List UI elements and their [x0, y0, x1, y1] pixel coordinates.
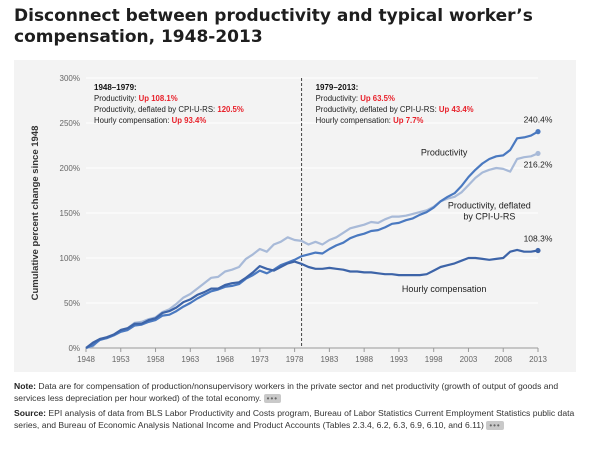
annotation-value: 120.5% — [217, 105, 244, 114]
source-paragraph: Source: EPI analysis of data from BLS La… — [14, 408, 580, 431]
x-tick-label: 2013 — [529, 355, 547, 364]
x-tick-label: 1963 — [181, 355, 199, 364]
source-more-button[interactable]: ••• — [486, 420, 504, 430]
y-tick-label: 200% — [60, 164, 80, 173]
annotation-label: Hourly compensation: — [94, 116, 172, 125]
x-tick-label: 1958 — [147, 355, 165, 364]
series-label-deflated-cont: by CPI-U-RS — [463, 211, 515, 221]
x-tick-label: 1978 — [286, 355, 304, 364]
annotation-value: Up 93.4% — [172, 116, 207, 125]
source-label: Source: — [14, 408, 46, 418]
annotation-value: Up 108.1% — [139, 94, 178, 103]
chart-title: Disconnect between productivity and typi… — [14, 6, 533, 47]
y-tick-label: 100% — [60, 254, 80, 263]
x-tick-label: 2003 — [460, 355, 478, 364]
series-end-label: 240.4% — [524, 115, 553, 125]
x-tick-label: 1988 — [355, 355, 373, 364]
series-lines — [85, 129, 541, 350]
line-chart: 0% 50% 100% 150% 200% 250% 300% 1948 1953 1958 196… — [30, 74, 553, 364]
notes-section: Note: Data are for compensation of produ… — [14, 381, 580, 435]
x-tick-label: 1998 — [425, 355, 443, 364]
annotation-label: Productivity: — [316, 94, 361, 103]
series-line — [85, 248, 539, 349]
annotation-line: Productivity, deflated by CPI-U-RS: 120.… — [94, 105, 244, 114]
annotation-line: Hourly compensation: Up 7.7% — [316, 116, 424, 125]
annotation-line: Productivity: Up 108.1% — [94, 94, 178, 103]
y-tick-label: 0% — [68, 344, 80, 353]
period-annotations: 1948–1979:Productivity: Up 108.1%Product… — [94, 83, 474, 125]
chart-background — [14, 60, 576, 372]
x-tick-label: 1973 — [251, 355, 269, 364]
grid-lines — [86, 77, 538, 304]
series-end-point — [535, 150, 541, 157]
note-label: Note: — [14, 381, 36, 391]
annotation-period: 1979–2013: — [316, 83, 359, 92]
series-label-deflated: Productivity, deflated — [448, 201, 531, 211]
annotation-line: Productivity: Up 63.5% — [316, 94, 395, 103]
series-label-productivity: Productivity — [421, 147, 468, 157]
annotation-label: Productivity, deflated by CPI-U-RS: — [316, 105, 439, 114]
annotation-value: Up 43.4% — [439, 105, 474, 114]
source-text: EPI analysis of data from BLS Labor Prod… — [14, 408, 575, 430]
series-end-point — [535, 129, 541, 135]
x-tick-label: 1993 — [390, 355, 408, 364]
x-tick-label: 1953 — [112, 355, 130, 364]
annotation-line: Hourly compensation: Up 93.4% — [94, 116, 206, 125]
annotation-label: Hourly compensation: — [316, 116, 394, 125]
annotation-value: Up 63.5% — [360, 94, 395, 103]
series-line — [85, 130, 539, 350]
annotation-label: Productivity: — [94, 94, 139, 103]
y-tick-label: 150% — [60, 209, 80, 218]
annotation-period: 1948–1979: — [94, 83, 137, 92]
x-tick-label: 1948 — [77, 355, 95, 364]
x-tick-label: 2008 — [494, 355, 512, 364]
series-label-compensation: Hourly compensation — [402, 284, 487, 294]
note-paragraph: Note: Data are for compensation of produ… — [14, 381, 580, 404]
note-more-button[interactable]: ••• — [263, 393, 282, 403]
x-tick-label: 1983 — [320, 355, 338, 364]
series-end-label: 216.2% — [524, 159, 553, 169]
annotation-label: Productivity, deflated by CPI-U-RS: — [94, 105, 217, 114]
annotation-value: Up 7.7% — [393, 116, 423, 125]
x-tick-label: 1968 — [216, 355, 234, 364]
y-tick-label: 300% — [60, 74, 80, 83]
y-axis-label: Cumulative percent change since 1948 — [30, 126, 41, 301]
annotation-line: Productivity, deflated by CPI-U-RS: Up 4… — [316, 105, 474, 114]
note-text: Data are for compensation of production/… — [14, 381, 559, 403]
series-end-label: 108.3% — [524, 234, 553, 244]
axes: 0% 50% 100% 150% 200% 250% 300% 1948 1953 1958 196… — [30, 74, 547, 364]
series-labels: 240.4% 216.2% 108.3% Productivity Productivi… — [402, 115, 553, 295]
series-end-point — [535, 247, 541, 254]
y-tick-label: 50% — [64, 299, 80, 308]
y-tick-label: 250% — [60, 119, 80, 128]
